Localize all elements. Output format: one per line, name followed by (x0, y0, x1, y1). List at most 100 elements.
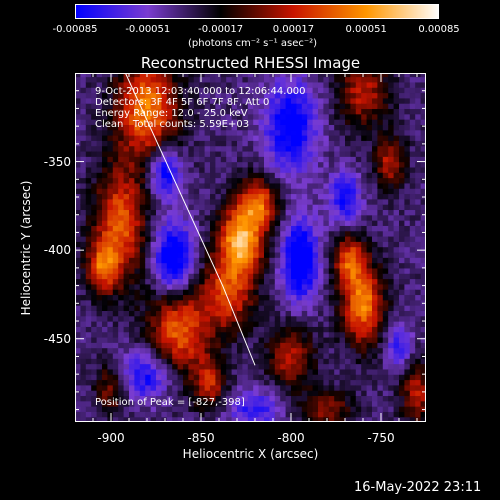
heatmap-cell (334, 368, 341, 375)
heatmap-cell (280, 87, 287, 94)
heatmap-cell (269, 273, 276, 280)
heatmap-cell (307, 251, 314, 258)
heatmap-cell (156, 150, 162, 157)
heatmap-cell (75, 331, 81, 338)
heatmap-cell (350, 379, 357, 386)
heatmap-cell (323, 379, 330, 386)
heatmap-cell (193, 220, 200, 226)
heatmap-cell (237, 278, 243, 285)
heatmap-cell (107, 347, 114, 354)
heatmap-cell (215, 177, 222, 184)
heatmap-cell (291, 289, 297, 296)
heatmap-cell (134, 124, 141, 131)
heatmap-cell (328, 411, 335, 418)
heatmap-cell (345, 352, 351, 359)
heatmap-cell (193, 278, 200, 285)
heatmap-cell (334, 336, 341, 343)
heatmap-cell (253, 124, 260, 131)
heatmap-cell (150, 140, 157, 147)
heatmap-cell (166, 156, 173, 163)
heatmap-cell (226, 135, 233, 141)
heatmap-cell (220, 374, 227, 381)
heatmap-cell (220, 119, 227, 125)
heatmap-cell (150, 124, 157, 131)
heatmap-cell (85, 188, 92, 195)
heatmap-cell (355, 166, 362, 173)
heatmap-cell (161, 193, 168, 200)
heatmap-cell (247, 230, 254, 237)
heatmap-cell (312, 198, 319, 205)
heatmap-cell (372, 251, 378, 258)
heatmap-cell (91, 390, 98, 397)
heatmap-cell (318, 257, 324, 264)
heatmap-cell (377, 331, 384, 338)
heatmap-cell (323, 76, 330, 83)
heatmap-cell (247, 81, 254, 88)
heatmap-cell (382, 241, 389, 248)
heatmap-cell (291, 305, 297, 311)
heatmap-cell (80, 368, 87, 375)
heatmap-cell (134, 87, 141, 94)
heatmap-cell (318, 172, 324, 179)
heatmap-cell (253, 156, 260, 163)
heatmap-cell (285, 406, 292, 412)
heatmap-cell (377, 76, 384, 83)
heatmap-cell (247, 342, 254, 349)
heatmap-cell (274, 119, 281, 125)
heatmap-cell (350, 135, 357, 141)
clean-counts-annotation: Clean Total counts: 5.59E+03 (95, 119, 250, 130)
heatmap-cell (382, 384, 389, 391)
heatmap-cell (129, 225, 135, 232)
heatmap-cell (118, 342, 125, 349)
heatmap-cell (415, 113, 422, 120)
heatmap-cell (172, 251, 179, 258)
heatmap-cell (382, 161, 389, 168)
heatmap-cell (129, 310, 135, 317)
heatmap-cell (274, 374, 281, 381)
heatmap-cell (145, 358, 152, 365)
heatmap-cell (172, 103, 179, 110)
heatmap-cell (264, 220, 270, 226)
heatmap-cell (307, 257, 314, 264)
heatmap-cell (145, 390, 152, 397)
heatmap-cell (323, 416, 330, 422)
heatmap-cell (199, 278, 206, 285)
heatmap-cell (420, 209, 426, 216)
heatmap-cell (129, 135, 135, 141)
heatmap-cell (372, 246, 378, 253)
heatmap-cell (382, 103, 389, 110)
heatmap-cell (118, 411, 125, 418)
heatmap-cell (166, 400, 173, 407)
heatmap-cell (220, 310, 227, 317)
heatmap-cell (145, 336, 152, 343)
heatmap-cell (247, 347, 254, 354)
heatmap-cell (247, 76, 254, 83)
heatmap-cell (166, 113, 173, 120)
heatmap-cell (247, 97, 254, 104)
heatmap-cell (393, 129, 400, 136)
heatmap-cell (372, 87, 378, 94)
heatmap-cell (107, 150, 114, 157)
heatmap-cell (247, 400, 254, 407)
heatmap-cell (404, 235, 411, 242)
heatmap-cell (355, 374, 362, 381)
heatmap-cell (307, 108, 314, 115)
heatmap-cell (301, 198, 308, 205)
heatmap-cell (285, 76, 292, 83)
heatmap-cell (177, 321, 184, 327)
heatmap-cell (226, 246, 233, 253)
heatmap-cell (377, 182, 384, 189)
heatmap-cell (237, 129, 243, 136)
heatmap-cell (80, 225, 87, 232)
heatmap-cell (210, 246, 216, 253)
heatmap-cell (274, 209, 281, 216)
heatmap-cell (323, 129, 330, 136)
heatmap-cell (177, 204, 184, 211)
heatmap-cell (139, 156, 146, 163)
heatmap-cell (388, 182, 395, 189)
heatmap-cell (285, 416, 292, 422)
heatmap-cell (150, 193, 157, 200)
heatmap-cell (161, 87, 168, 94)
heatmap-cell (231, 124, 238, 131)
heatmap-cell (91, 97, 98, 104)
